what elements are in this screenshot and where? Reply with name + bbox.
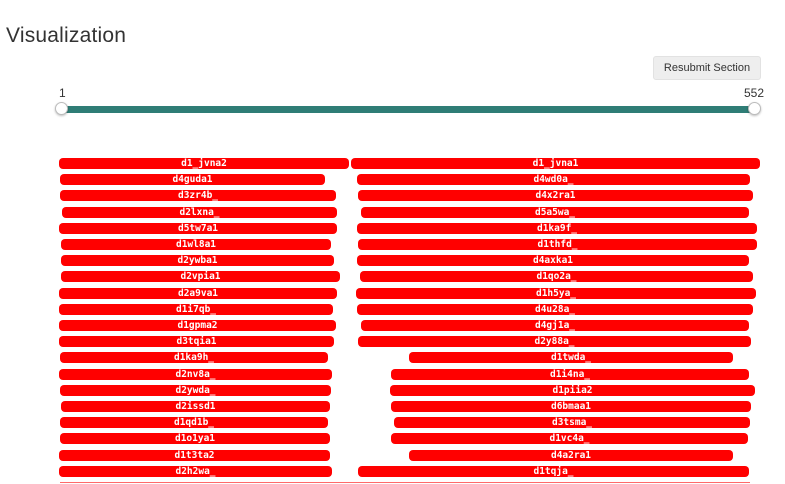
right-domain-bar[interactable]: d1vc4a_ [391,433,748,445]
left-domain-bar[interactable]: d1qd1b_ [60,417,328,429]
visualization-panel: d1_jvna2 d4guda1 d3zr4b_ d2lxna_ d5tw7a1 d1wl… [0,150,785,484]
left-domain-bar[interactable]: d2a9va1 [59,287,337,299]
left-domain-bar[interactable]: d2issd1 [61,401,330,412]
left-domain-bar[interactable]: d1ka9h_ [60,352,328,364]
slider-handle-high[interactable] [748,102,761,115]
right-domain-bar[interactable]: d4wd0a_ [357,174,750,186]
right-domain-bar[interactable]: d6bmaa1 [391,401,751,412]
right-domain-bar[interactable]: d1thfd_ [358,239,757,250]
slider-track[interactable] [62,106,755,113]
right-domain-bar[interactable]: d1ka9f_ [357,222,757,234]
left-domain-bar[interactable]: d2vpia1 [61,271,340,283]
left-domain-bar[interactable]: d5tw7a1 [59,222,337,234]
left-domain-bar[interactable]: d1wl8a1 [61,239,331,250]
left-domain-bar[interactable]: d1o1ya1 [60,433,330,445]
right-domain-bar[interactable]: d2y88a_ [358,336,751,348]
left-domain-bar[interactable]: d1gpma2 [59,320,336,331]
right-domain-bar[interactable]: d5a5wa_ [361,206,749,218]
page-title: Visualization [6,24,127,47]
left-domain-bar[interactable]: d2ywda_ [60,384,331,396]
left-domain-bar[interactable]: d1_jvna2 [59,158,349,169]
right-domain-bar[interactable]: d1i4na_ [391,368,749,380]
slider-selected-range [62,106,755,113]
right-domain-bar[interactable]: d1_jvna1 [351,158,760,169]
left-domain-bar[interactable]: d4guda1 [60,174,325,186]
right-domain-bar[interactable]: d1piia2 [390,384,755,396]
slider-handle-low[interactable] [55,102,68,115]
left-domain-bar[interactable]: d3zr4b_ [60,190,336,202]
right-domain-bar[interactable]: d1qo2a_ [360,271,753,283]
left-domain-bar[interactable]: d2nv8a_ [59,368,332,380]
left-domain-bar[interactable]: d2ywba1 [61,255,334,267]
left-domain-bar[interactable]: d3tqia1 [59,336,334,348]
left-domain-bar[interactable]: d1i7qb_ [59,303,333,315]
right-domain-bar[interactable]: d4u28a_ [357,303,753,315]
slider-min-label: 1 [59,86,66,100]
slider-max-label: 552 [744,86,765,100]
next-row-edge [60,482,750,483]
right-domain-bar[interactable]: d1twda_ [409,352,733,364]
left-domain-bar[interactable]: d1t3ta2 [59,449,330,461]
right-domain-bar[interactable]: d4gj1a_ [361,320,749,331]
right-domain-bar[interactable]: d4x2ra1 [358,190,753,202]
left-domain-bar[interactable]: d2lxna_ [62,206,337,218]
right-domain-bar[interactable]: d4a2ra1 [409,449,733,461]
resubmit-section-button[interactable]: Resubmit Section [653,56,761,80]
right-domain-bar[interactable]: d4axka1 [357,255,749,267]
left-domain-bar[interactable]: d2h2wa_ [59,465,332,477]
right-domain-bar[interactable]: d1tqja_ [358,465,749,477]
right-domain-bar[interactable]: d1h5ya_ [356,287,756,299]
right-domain-bar[interactable]: d3tsma_ [394,417,750,429]
